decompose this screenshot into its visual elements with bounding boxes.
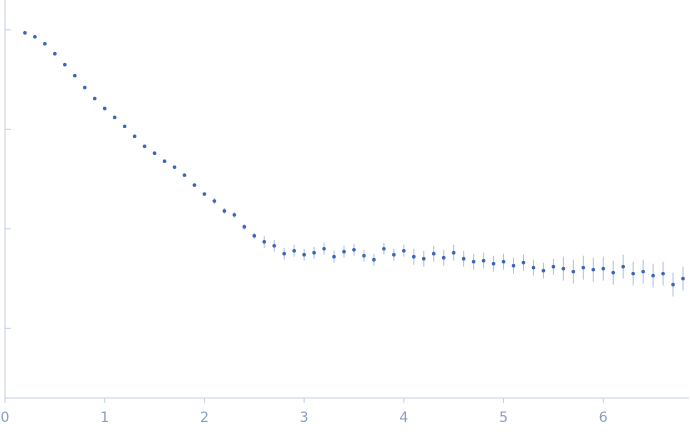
data-point (23, 31, 27, 35)
data-point (561, 266, 566, 271)
data-point (431, 251, 436, 256)
data-point (292, 248, 296, 253)
data-point (43, 41, 47, 46)
data-point (481, 258, 486, 263)
data-point (661, 271, 665, 276)
data-point (302, 252, 306, 257)
data-point (63, 62, 67, 67)
data-point (501, 259, 506, 264)
data-point (372, 257, 376, 262)
data-point (402, 248, 406, 253)
data-point (451, 250, 456, 255)
data-point (132, 134, 137, 139)
data-point (641, 269, 645, 274)
data-point (272, 243, 277, 248)
data-point (382, 246, 386, 251)
data-point (322, 246, 326, 251)
data-point (72, 73, 77, 78)
data-point (601, 266, 606, 271)
data-point (92, 96, 97, 101)
data-point (621, 264, 625, 269)
data-point (112, 115, 117, 120)
data-point (282, 251, 286, 256)
data-point (651, 273, 655, 278)
data-point (581, 265, 586, 270)
data-point (82, 85, 87, 90)
x-tick-label: 2 (200, 410, 209, 426)
data-point (352, 247, 356, 252)
data-point (33, 35, 37, 39)
data-point (392, 252, 396, 257)
x-tick-label: 4 (399, 410, 408, 426)
data-point (332, 254, 336, 259)
data-point (102, 106, 107, 111)
data-point (202, 192, 207, 196)
data-point (152, 151, 157, 156)
data-point (192, 183, 197, 187)
data-point (362, 253, 366, 258)
data-point (531, 265, 536, 270)
data-point (182, 173, 187, 177)
data-point (441, 255, 446, 260)
data-point (342, 249, 346, 254)
data-point (212, 199, 217, 203)
data-point (172, 165, 177, 169)
data-point (142, 144, 147, 149)
data-point (232, 213, 237, 217)
data-point (541, 268, 546, 273)
data-point (491, 261, 496, 266)
data-point (262, 239, 267, 244)
data-point (222, 209, 227, 213)
x-tick-label: 0 (1, 410, 10, 426)
data-point (312, 250, 316, 255)
data-point (511, 263, 516, 268)
x-tick-label: 6 (599, 410, 608, 426)
data-point (591, 267, 596, 272)
data-point (162, 159, 167, 163)
data-point (421, 256, 426, 261)
x-tick-label: 5 (499, 410, 508, 426)
data-point (521, 260, 526, 265)
data-point (671, 282, 675, 287)
data-point (122, 124, 127, 129)
data-point (571, 269, 576, 274)
x-tick-label: 3 (300, 410, 309, 426)
x-tick-label: 1 (100, 410, 109, 426)
data-point (461, 256, 466, 261)
data-point (252, 234, 257, 238)
data-point (611, 270, 616, 275)
data-point (471, 259, 476, 264)
data-point (53, 51, 57, 56)
data-point (631, 271, 635, 276)
data-point (412, 254, 416, 259)
data-point (551, 264, 556, 269)
data-point (681, 276, 685, 281)
data-point (242, 225, 247, 229)
